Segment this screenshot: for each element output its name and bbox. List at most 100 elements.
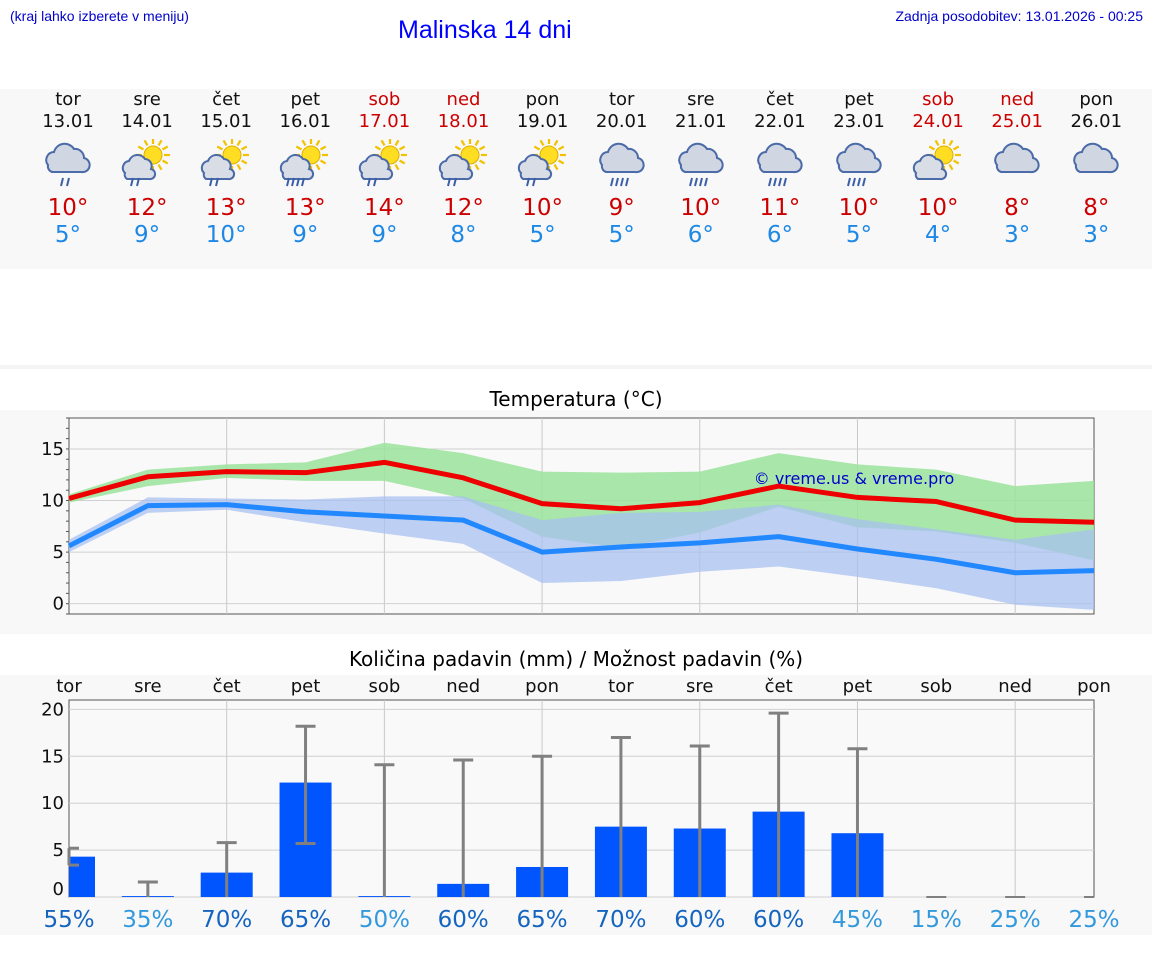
x-category-label: pet <box>843 676 873 697</box>
day-date: 23.01 <box>833 111 885 132</box>
cloud-shape <box>678 142 724 174</box>
y-tick-label: 15 <box>41 439 64 460</box>
temp-max: 8° <box>1004 195 1031 221</box>
plot-area <box>68 699 1095 898</box>
precip-chance-label: 25% <box>1068 907 1119 933</box>
temp-max: 10° <box>522 195 563 221</box>
cloud-icon <box>1073 142 1119 174</box>
day-column: sre 14.01 12° 9° <box>107 89 187 249</box>
y-tick-label: 10 <box>41 793 64 814</box>
precipitation-chart: tor sre čet pet sob ned pon tor sre čet pet sob ned p… <box>41 676 1119 933</box>
day-date: 26.01 <box>1070 111 1123 132</box>
y-tick-label: 5 <box>53 542 64 563</box>
day-column: sob 24.01 10° 4° <box>898 89 978 249</box>
day-date: 15.01 <box>200 111 252 132</box>
rain-drops <box>60 177 70 187</box>
rain-drops <box>525 177 536 187</box>
precip-chance-label: 25% <box>990 907 1041 933</box>
y-tick-label: 10 <box>41 491 64 512</box>
day-date: 25.01 <box>991 111 1043 132</box>
x-category-label: pon <box>525 676 559 697</box>
temperature-chart-title: Temperatura (°C) <box>489 387 663 411</box>
precip-chance-label: 65% <box>517 907 568 933</box>
day-column: ned 18.01 12° 8° <box>424 89 504 249</box>
page-title: Malinska 14 dni <box>398 16 572 44</box>
day-name: pon <box>1079 89 1114 110</box>
forecast-strip <box>0 89 1152 269</box>
sun-cloud-heavy-rain-icon <box>280 139 329 187</box>
temp-min: 9° <box>292 222 319 248</box>
cloud-heavy-rain-icon <box>757 142 803 187</box>
cloud-shape <box>45 142 91 174</box>
x-category-label: čet <box>765 676 793 697</box>
precip-chance-label: 70% <box>201 907 252 933</box>
day-column: ned 25.01 8° 3° <box>977 89 1057 249</box>
precipitation-chart-title: Količina padavin (mm) / Možnost padavin … <box>348 647 804 671</box>
day-column: pon 19.01 10° 5° <box>503 89 583 249</box>
temp-min: 10° <box>205 222 247 248</box>
location-menu-note: (kraj lahko izberete v meniju) <box>10 8 189 24</box>
x-category-label: sre <box>134 676 161 697</box>
cloud-shape <box>912 154 948 181</box>
precip-chance-label: 65% <box>280 907 331 933</box>
day-name: ned <box>1000 89 1035 110</box>
day-column: pet 23.01 10° 5° <box>819 89 899 249</box>
day-date: 18.01 <box>437 111 490 132</box>
precip-chance-label: 60% <box>753 907 804 933</box>
day-date: 14.01 <box>121 111 173 132</box>
cloud-shape <box>836 142 882 174</box>
sun-cloud-rain-icon <box>359 139 408 187</box>
temp-max: 12° <box>126 195 168 221</box>
day-name: čet <box>765 89 794 110</box>
temp-max: 14° <box>364 195 405 221</box>
sun-cloud-rain-icon <box>121 139 171 187</box>
day-date: 19.01 <box>516 111 569 132</box>
cloud-heavy-rain-icon <box>678 142 724 187</box>
rain-drops <box>209 177 220 187</box>
precip-chance-label: 55% <box>43 907 94 933</box>
day-date: 16.01 <box>279 111 332 132</box>
sun-cloud-rain-icon <box>438 139 487 187</box>
min-temp-range-band <box>69 496 1094 610</box>
temp-max: 9° <box>608 195 635 221</box>
cloud-shape <box>121 154 157 181</box>
day-name: tor <box>608 89 635 110</box>
temp-min: 5° <box>608 222 635 248</box>
temp-min: 5° <box>845 222 873 248</box>
precip-chance-label: 50% <box>359 907 410 933</box>
day-name: sre <box>133 89 161 110</box>
cloud-shape <box>201 154 236 181</box>
cloud-shape <box>517 154 552 181</box>
y-tick-label: 5 <box>53 840 64 861</box>
rain-drops <box>446 177 457 187</box>
day-column: tor 20.01 9° 5° <box>582 89 662 249</box>
temp-min: 6° <box>687 222 714 248</box>
day-name: ned <box>446 89 481 110</box>
cloud-rain-icon <box>45 142 91 187</box>
x-category-label: pet <box>291 676 321 697</box>
cloud-heavy-rain-icon <box>598 142 645 187</box>
temp-min: 3° <box>1083 222 1110 248</box>
day-date: 17.01 <box>358 111 411 132</box>
temp-max: 11° <box>759 195 801 221</box>
watermark: © vreme.us & vreme.pro <box>754 469 955 488</box>
temp-max: 13° <box>205 195 247 221</box>
precip-bar <box>69 856 95 897</box>
y-tick-label: 0 <box>53 879 64 900</box>
temp-max: 12° <box>443 195 484 221</box>
x-category-label: sob <box>368 676 400 697</box>
day-name: pet <box>844 89 874 110</box>
y-tick-label: 15 <box>41 746 64 767</box>
day-name: sre <box>687 89 715 110</box>
temperature-chart: 0 5 10 15 © vreme.us & vreme.pro <box>41 417 1095 615</box>
temp-max: 10° <box>917 195 959 221</box>
sun-cloud-rain-icon <box>517 139 566 187</box>
x-category-label: ned <box>446 676 480 697</box>
temp-min: 6° <box>766 222 793 248</box>
precip-chance-label: 60% <box>674 907 725 933</box>
cloud-shape <box>1073 142 1119 174</box>
day-date: 13.01 <box>42 111 94 132</box>
day-column: pet 16.01 13° 9° <box>265 89 345 249</box>
day-name: sob <box>922 89 954 110</box>
x-category-label: pon <box>1077 676 1111 697</box>
